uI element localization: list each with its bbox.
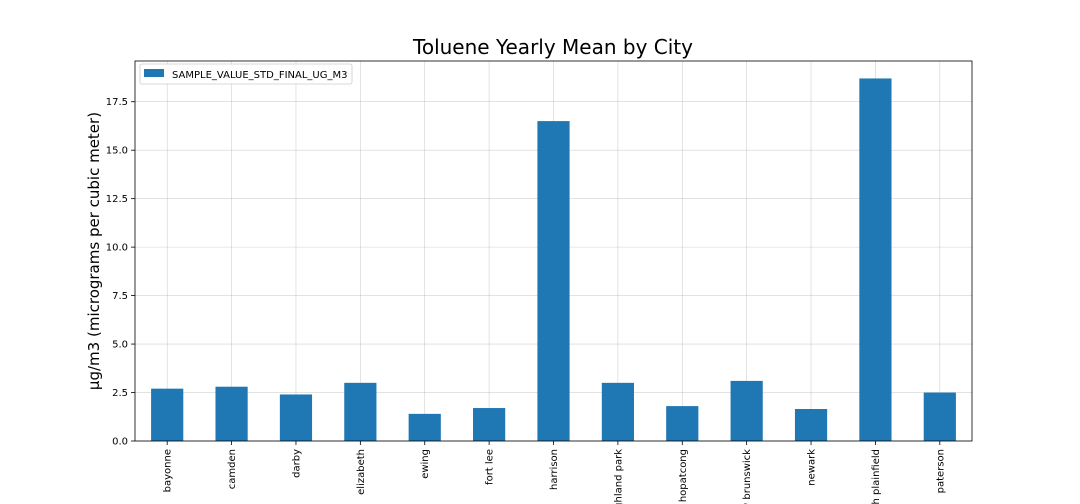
legend-frame bbox=[139, 63, 353, 85]
x-tick-label: paterson bbox=[935, 449, 946, 493]
x-tick-label: hopatcong bbox=[678, 449, 689, 502]
x-tick-label: new brunswick bbox=[742, 449, 753, 504]
bar bbox=[794, 409, 828, 441]
y-axis-label: µg/m3 (micrograms per cubic meter) bbox=[85, 112, 103, 390]
chart-title: Toluene Yearly Mean by City bbox=[412, 35, 693, 59]
y-tick-label: 15.0 bbox=[106, 146, 128, 157]
legend-swatch bbox=[144, 69, 164, 77]
y-tick-label: 10.0 bbox=[106, 243, 128, 254]
bar bbox=[923, 392, 956, 441]
bar bbox=[601, 382, 634, 441]
bar bbox=[344, 382, 377, 441]
legend: SAMPLE_VALUE_STD_FINAL_UG_M3 bbox=[139, 63, 353, 85]
bar bbox=[215, 386, 248, 441]
bar bbox=[859, 78, 892, 442]
bar bbox=[279, 394, 313, 441]
x-tick-label: bayonne bbox=[163, 449, 174, 492]
legend-label: SAMPLE_VALUE_STD_FINAL_UG_M3 bbox=[172, 70, 347, 81]
bars bbox=[151, 78, 956, 442]
y-tick-label: 7.5 bbox=[112, 291, 128, 302]
bar bbox=[151, 388, 184, 441]
x-tick-label: north plainfield bbox=[871, 449, 882, 504]
y-axis: 0.0 2.5 5.0 7.5 10.0 12.5 15.0 17.5 bbox=[106, 97, 135, 448]
y-tick-label: 2.5 bbox=[112, 388, 128, 399]
y-tick-label: 5.0 bbox=[112, 340, 128, 351]
bar bbox=[666, 406, 699, 441]
x-tick-label: elizabeth bbox=[356, 449, 367, 495]
x-tick-label: harrison bbox=[549, 449, 560, 490]
y-tick-label: 12.5 bbox=[106, 194, 128, 205]
plot-area bbox=[134, 60, 973, 442]
x-tick-label: darby bbox=[291, 449, 302, 478]
x-axis: bayonne camden darby elizabeth ewing fort lee… bbox=[163, 441, 946, 504]
bar bbox=[408, 413, 441, 441]
y-tick-label: 17.5 bbox=[106, 97, 128, 108]
bar bbox=[473, 408, 506, 441]
x-tick-label: highland park bbox=[613, 449, 624, 504]
x-tick-label: fort lee bbox=[485, 449, 496, 485]
bar bbox=[730, 380, 763, 441]
x-tick-label: ewing bbox=[420, 449, 431, 479]
y-tick-label: 0.0 bbox=[112, 437, 128, 448]
x-tick-label: newark bbox=[807, 449, 818, 486]
bar bbox=[537, 121, 570, 441]
x-tick-label: camden bbox=[227, 449, 238, 489]
